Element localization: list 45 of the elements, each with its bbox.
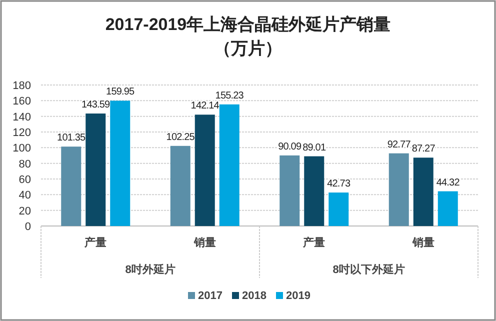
y-tick-label: 80 <box>18 158 31 170</box>
x-tick-label: 产量 <box>302 236 326 249</box>
text: 8吋外延片 <box>125 263 176 276</box>
x-tick-label: 产量 <box>84 236 107 249</box>
bar <box>61 146 82 226</box>
data-label: 102.25 <box>166 132 196 143</box>
chart-subtitle: （万片） <box>214 39 282 58</box>
data-label: 143.59 <box>82 100 111 111</box>
bar <box>219 104 240 226</box>
y-tick-label: 100 <box>12 142 31 155</box>
data-label: 159.95 <box>106 86 136 98</box>
y-tick-label: 40 <box>18 190 31 202</box>
data-label: 101.35 <box>57 132 86 144</box>
data-label: 44.32 <box>436 177 460 188</box>
bar <box>304 156 324 226</box>
data-label: 155.23 <box>215 90 244 102</box>
data-label: 42.73 <box>327 178 351 190</box>
x-tick-label: 销量 <box>411 237 434 249</box>
y-tick-label: 0 <box>24 221 31 233</box>
bar <box>413 158 434 226</box>
bar <box>86 114 106 226</box>
data-label: 90.09 <box>278 141 302 152</box>
data-label: 142.14 <box>190 100 220 112</box>
legend-label: 2019 <box>286 290 310 302</box>
legend-label: 2017 <box>198 290 222 302</box>
bar <box>110 100 130 226</box>
bar <box>170 146 190 226</box>
y-tick-label: 60 <box>18 174 31 186</box>
x-tick-label: 销量 <box>192 237 216 249</box>
data-label: 92.77 <box>387 139 412 150</box>
y-tick-label: 20 <box>18 205 31 218</box>
y-tick-label: 140 <box>12 111 31 124</box>
bar <box>194 114 215 226</box>
chart-title: 2017-2019年上海合晶硅外延片产销量 <box>105 15 391 34</box>
bar <box>328 192 349 226</box>
data-label: 89.01 <box>302 142 326 154</box>
bar <box>388 153 409 226</box>
data-label: 87.27 <box>412 144 436 155</box>
bar <box>438 191 458 226</box>
bar <box>280 155 300 226</box>
legend-label: 2018 <box>242 290 266 302</box>
y-tick-label: 160 <box>12 96 31 108</box>
text: 8吋以下外延片 <box>332 263 405 276</box>
y-tick-label: 180 <box>12 80 31 92</box>
y-tick-label: 120 <box>12 127 31 139</box>
